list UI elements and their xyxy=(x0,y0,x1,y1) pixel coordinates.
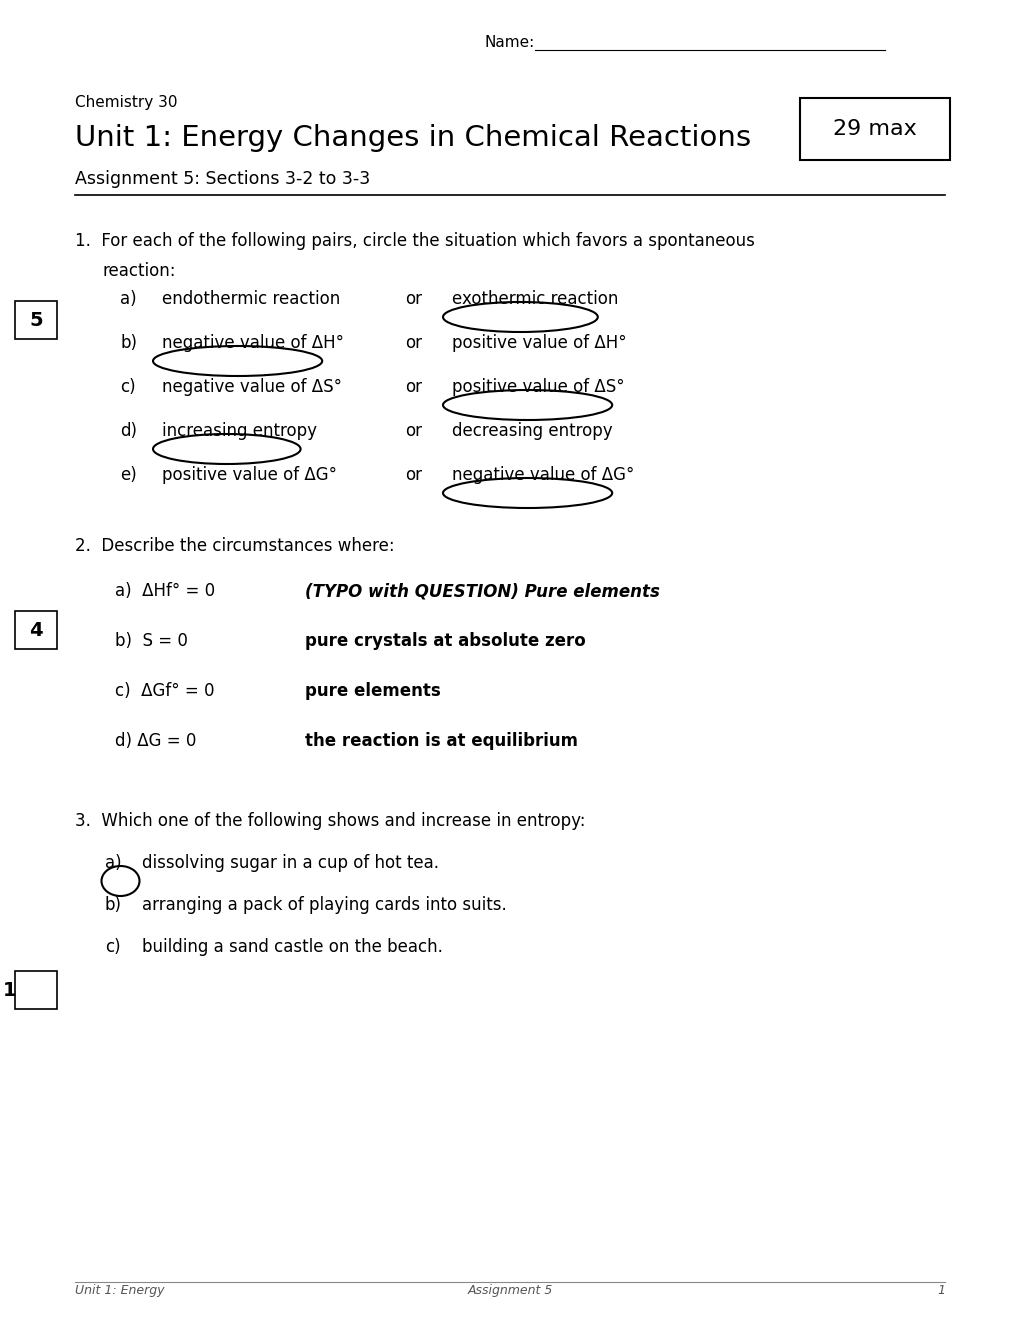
Text: or: or xyxy=(405,378,422,396)
Text: or: or xyxy=(405,290,422,308)
Text: 3.  Which one of the following shows and increase in entropy:: 3. Which one of the following shows and … xyxy=(75,812,585,830)
Text: or: or xyxy=(405,422,422,440)
Text: Assignment 5: Assignment 5 xyxy=(467,1284,552,1298)
Text: negative value of ΔH°: negative value of ΔH° xyxy=(162,334,343,352)
Text: exothermic reaction: exothermic reaction xyxy=(451,290,618,308)
Text: 1.  For each of the following pairs, circle the situation which favors a spontan: 1. For each of the following pairs, circ… xyxy=(75,232,754,249)
Text: 5: 5 xyxy=(30,310,43,330)
Text: d) ΔG = 0: d) ΔG = 0 xyxy=(115,733,197,750)
Text: 4: 4 xyxy=(30,620,43,639)
Text: c): c) xyxy=(105,939,120,956)
Text: building a sand castle on the beach.: building a sand castle on the beach. xyxy=(142,939,442,956)
Text: e): e) xyxy=(120,466,137,484)
Text: positive value of ΔG°: positive value of ΔG° xyxy=(162,466,336,484)
Text: d): d) xyxy=(120,422,137,440)
Text: a): a) xyxy=(120,290,137,308)
Text: dissolving sugar in a cup of hot tea.: dissolving sugar in a cup of hot tea. xyxy=(142,854,438,873)
FancyBboxPatch shape xyxy=(15,611,57,649)
Text: a)  ΔHf° = 0: a) ΔHf° = 0 xyxy=(115,582,215,601)
Text: 2.  Describe the circumstances where:: 2. Describe the circumstances where: xyxy=(75,537,394,554)
Text: Unit 1: Energy Changes in Chemical Reactions: Unit 1: Energy Changes in Chemical React… xyxy=(75,124,750,152)
Text: b)  S = 0: b) S = 0 xyxy=(115,632,187,649)
Text: 1: 1 xyxy=(936,1284,944,1298)
Text: or: or xyxy=(405,334,422,352)
Text: pure elements: pure elements xyxy=(305,682,440,700)
Text: (TYPO with QUESTION) Pure elements: (TYPO with QUESTION) Pure elements xyxy=(305,582,659,601)
Text: negative value of ΔG°: negative value of ΔG° xyxy=(451,466,634,484)
Text: c): c) xyxy=(120,378,136,396)
Text: 29 max: 29 max xyxy=(833,119,916,139)
Text: decreasing entropy: decreasing entropy xyxy=(451,422,612,440)
Text: increasing entropy: increasing entropy xyxy=(162,422,317,440)
FancyBboxPatch shape xyxy=(15,301,57,339)
Text: arranging a pack of playing cards into suits.: arranging a pack of playing cards into s… xyxy=(142,896,506,913)
Text: 1: 1 xyxy=(3,981,16,999)
Text: endothermic reaction: endothermic reaction xyxy=(162,290,340,308)
Text: the reaction is at equilibrium: the reaction is at equilibrium xyxy=(305,733,578,750)
Text: positive value of ΔH°: positive value of ΔH° xyxy=(451,334,626,352)
Text: or: or xyxy=(405,466,422,484)
Text: pure crystals at absolute zero: pure crystals at absolute zero xyxy=(305,632,585,649)
Text: reaction:: reaction: xyxy=(103,261,176,280)
Text: b): b) xyxy=(120,334,137,352)
FancyBboxPatch shape xyxy=(799,98,949,160)
Text: Assignment 5: Sections 3-2 to 3-3: Assignment 5: Sections 3-2 to 3-3 xyxy=(75,170,370,187)
Text: a): a) xyxy=(105,854,121,873)
Text: Unit 1: Energy: Unit 1: Energy xyxy=(75,1284,164,1298)
FancyBboxPatch shape xyxy=(15,972,57,1008)
Text: positive value of ΔS°: positive value of ΔS° xyxy=(451,378,624,396)
Text: Name:: Name: xyxy=(484,36,535,50)
Text: Chemistry 30: Chemistry 30 xyxy=(75,95,177,110)
Text: negative value of ΔS°: negative value of ΔS° xyxy=(162,378,341,396)
Text: b): b) xyxy=(105,896,122,913)
Text: c)  ΔGf° = 0: c) ΔGf° = 0 xyxy=(115,682,214,700)
